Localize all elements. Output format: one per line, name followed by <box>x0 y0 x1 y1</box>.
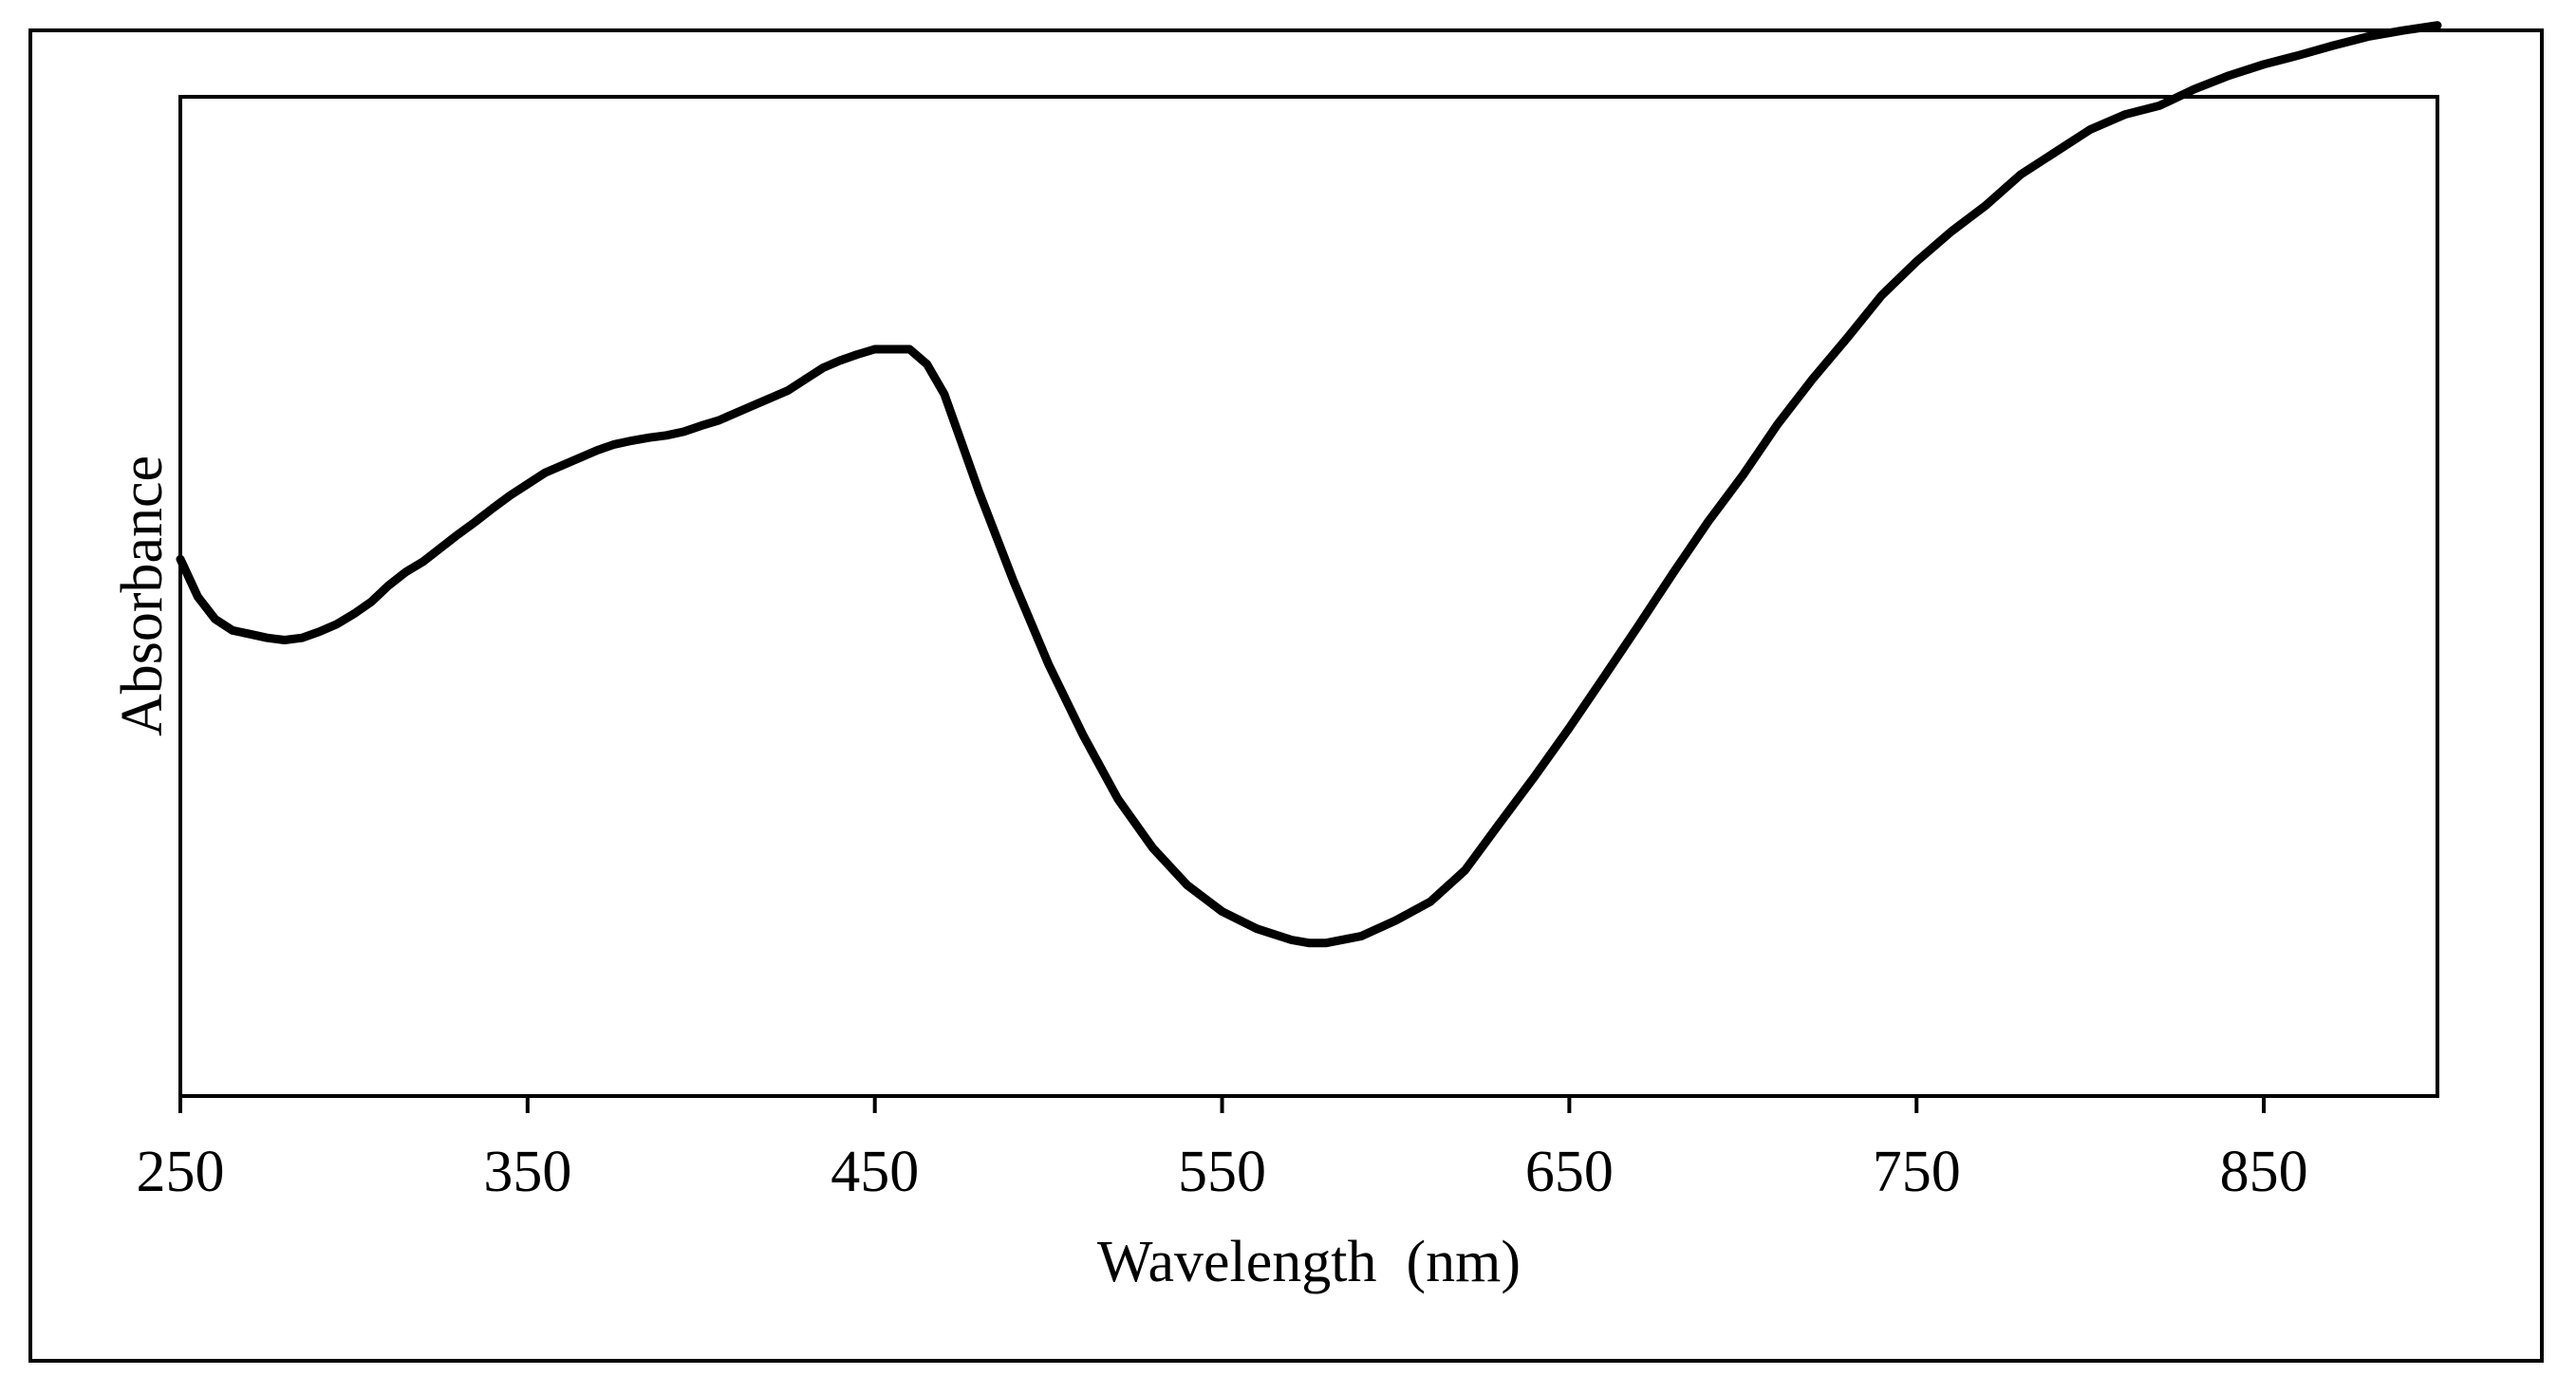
x-tick-label: 450 <box>831 1140 919 1204</box>
x-tick-label: 750 <box>1873 1140 1961 1204</box>
chart-frame <box>28 28 2544 1363</box>
x-tick-label: 350 <box>483 1140 571 1204</box>
x-tick-label: 250 <box>137 1140 225 1204</box>
x-tick-label: 650 <box>1525 1140 1614 1204</box>
y-axis-title: Absorbance <box>110 455 175 736</box>
series-group <box>176 21 2442 948</box>
x-tick-label: 550 <box>1178 1140 1266 1204</box>
series-line <box>176 21 2442 948</box>
plot-area <box>178 95 2439 1098</box>
plot-border <box>178 95 2439 1098</box>
x-axis-title: Wavelength (nm) <box>1097 1230 1521 1294</box>
x-axis: 250 350 450 550 650 750 850 <box>137 1096 2308 1204</box>
x-tick-label: 850 <box>2220 1140 2308 1204</box>
